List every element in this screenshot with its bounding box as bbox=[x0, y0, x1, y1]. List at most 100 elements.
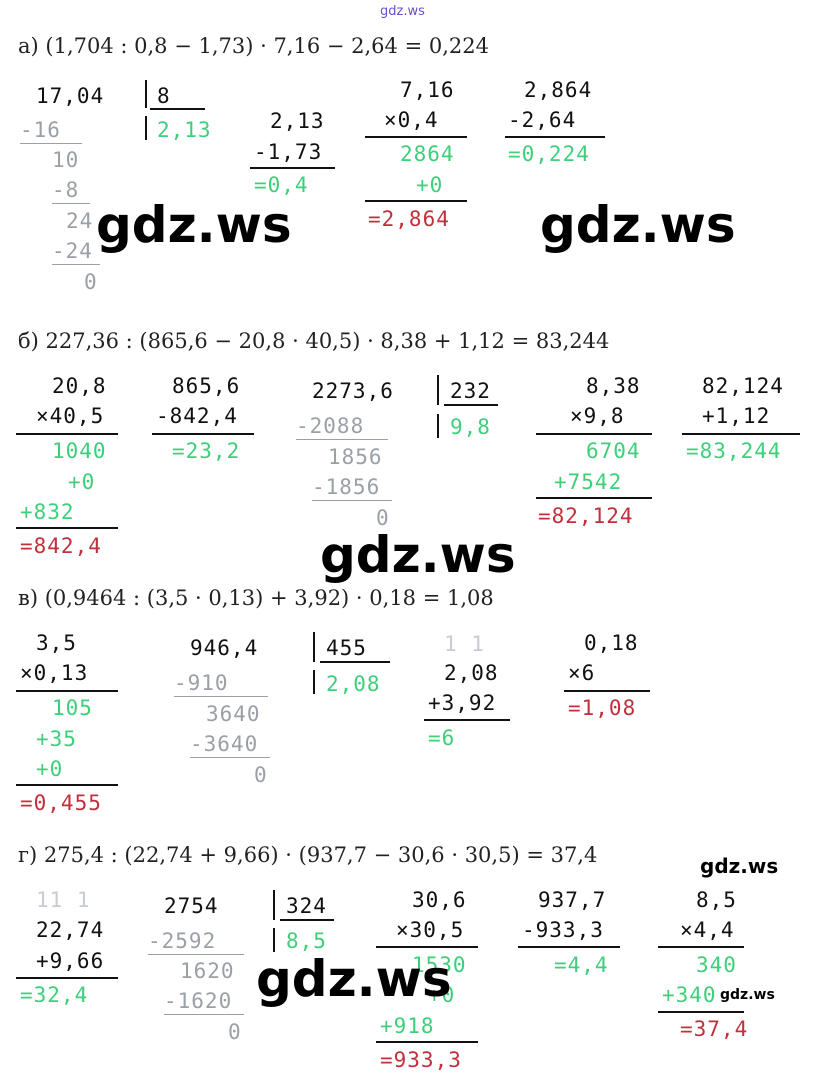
problem-b-header: б) 227,36 : (865,6 − 20,8 · 40,5) · 8,38… bbox=[18, 329, 610, 353]
b-add-top: 82,124 bbox=[702, 374, 784, 398]
a-mul-p1: 2864 bbox=[400, 142, 455, 166]
d-mul2-result: =37,4 bbox=[680, 1017, 749, 1041]
b-add-bottom: +1,12 bbox=[702, 404, 771, 428]
c-div-dividend: 946,4 bbox=[190, 636, 259, 660]
b-mul1-bottom: ×40,5 bbox=[36, 404, 105, 428]
a-mul-bottom: ×0,4 bbox=[384, 108, 439, 132]
b-mul1-result: =842,4 bbox=[20, 534, 102, 558]
a-div-dividend: 17,04 bbox=[36, 84, 105, 108]
a-div-bar bbox=[145, 80, 147, 108]
b-mul1-p2: +0 bbox=[68, 470, 96, 494]
c-mul1-line1 bbox=[16, 690, 118, 692]
b-mul1-p3: +832 bbox=[20, 500, 75, 524]
b-div-dividend: 2273,6 bbox=[312, 379, 394, 403]
c-mul2-top: 0,18 bbox=[584, 631, 639, 655]
d-div-bar bbox=[273, 890, 275, 920]
b-div-rem2: 0 bbox=[376, 506, 390, 530]
a-sub1-line bbox=[250, 167, 335, 169]
c-mul1-p1: 105 bbox=[52, 696, 93, 720]
c-add-result: =6 bbox=[428, 726, 456, 750]
d-add-bottom: +9,66 bbox=[36, 949, 105, 973]
b-div-line1 bbox=[296, 439, 388, 440]
d-div-bar2 bbox=[273, 928, 275, 952]
a-div-sub2: -8 bbox=[52, 178, 80, 202]
d-mul1-line2 bbox=[376, 1041, 478, 1043]
a-div-divisor: 8 bbox=[157, 84, 171, 108]
b-div-sub1: -2088 bbox=[296, 414, 365, 438]
a-div-rem2: 24 bbox=[66, 209, 94, 233]
c-add-line bbox=[424, 719, 510, 721]
a-div-rem3: 0 bbox=[84, 270, 98, 294]
d-mul2-line1 bbox=[658, 946, 744, 948]
b-div-quotient: 9,8 bbox=[450, 415, 491, 439]
d-add-line bbox=[16, 977, 118, 979]
d-div-rem1: 1620 bbox=[180, 959, 235, 983]
b-mul1-line2 bbox=[16, 527, 118, 529]
d-mul1-line1 bbox=[376, 946, 478, 948]
watermark: gdz.ws bbox=[700, 854, 779, 878]
d-div-line1 bbox=[148, 954, 244, 955]
c-mul1-result: =0,455 bbox=[20, 791, 102, 815]
d-sub-bottom: -933,3 bbox=[522, 918, 604, 942]
watermark: gdz.ws bbox=[320, 526, 516, 584]
c-add-bottom: +3,92 bbox=[428, 691, 497, 715]
a-div-quotient: 2,13 bbox=[157, 118, 212, 142]
b-div-divisor: 232 bbox=[450, 379, 491, 403]
b-mul2-line2 bbox=[536, 497, 652, 499]
c-mul1-bottom: ×0,13 bbox=[20, 661, 89, 685]
problem-a-header: а) (1,704 : 0,8 − 1,73) · 7,16 − 2,64 = … bbox=[18, 34, 489, 58]
a-mul-p2: +0 bbox=[416, 173, 444, 197]
c-mul1-top: 3,5 bbox=[36, 631, 77, 655]
c-div-divisor-line bbox=[320, 661, 390, 663]
a-div-bar2 bbox=[145, 116, 147, 140]
b-div-bar2 bbox=[437, 414, 439, 438]
c-add-carry: 1 1 bbox=[444, 632, 485, 656]
b-mul2-top: 8,38 bbox=[586, 374, 641, 398]
d-mul2-p1: 340 bbox=[696, 953, 737, 977]
d-sub-line bbox=[518, 946, 620, 948]
a-sub1-bottom: -1,73 bbox=[254, 140, 323, 164]
c-mul2-line bbox=[564, 690, 650, 692]
c-add-top: 2,08 bbox=[444, 661, 499, 685]
d-add-carry: 11 1 bbox=[36, 888, 91, 912]
problem-d-header: г) 275,4 : (22,74 + 9,66) · (937,7 − 30,… bbox=[18, 843, 598, 867]
a-div-line1 bbox=[20, 143, 82, 144]
c-div-divisor: 455 bbox=[326, 636, 367, 660]
watermark: gdz.ws bbox=[540, 196, 736, 254]
c-div-rem1: 3640 bbox=[206, 702, 261, 726]
d-div-sub1: -2592 bbox=[148, 929, 217, 953]
d-mul1-p1: 1530 bbox=[412, 953, 467, 977]
b-div-line2 bbox=[312, 500, 392, 501]
c-mul2-result: =1,08 bbox=[568, 696, 637, 720]
a-mul-result: =2,864 bbox=[368, 207, 450, 231]
d-mul2-line2 bbox=[658, 1011, 744, 1013]
c-div-sub2: -3640 bbox=[190, 732, 259, 756]
b-div-sub2: -1856 bbox=[312, 475, 381, 499]
b-mul1-top: 20,8 bbox=[52, 374, 107, 398]
watermark: gdz.ws bbox=[256, 950, 452, 1008]
a-sub1-top: 2,13 bbox=[270, 109, 325, 133]
b-mul1-p1: 1040 bbox=[52, 439, 107, 463]
d-mul1-bottom: ×30,5 bbox=[396, 918, 465, 942]
d-mul1-p3: +918 bbox=[380, 1014, 435, 1038]
c-div-rem2: 0 bbox=[254, 763, 268, 787]
d-sub-top: 937,7 bbox=[538, 888, 607, 912]
b-sub-line bbox=[152, 433, 254, 435]
d-mul2-top: 8,5 bbox=[696, 888, 737, 912]
d-mul2-bottom: ×4,4 bbox=[680, 918, 735, 942]
b-div-rem1: 1856 bbox=[328, 445, 383, 469]
a-div-line3 bbox=[52, 264, 100, 265]
a-div-divisor-line bbox=[150, 108, 205, 110]
a-sub2-line bbox=[505, 136, 605, 138]
b-mul2-result: =82,124 bbox=[538, 504, 634, 528]
b-add-line bbox=[682, 433, 800, 435]
d-div-quotient: 8,5 bbox=[286, 929, 327, 953]
a-sub1-result: =0,4 bbox=[254, 173, 309, 197]
b-mul2-p2: +7542 bbox=[554, 470, 623, 494]
d-div-rem2: 0 bbox=[228, 1020, 242, 1044]
b-add-result: =83,244 bbox=[686, 439, 782, 463]
watermark: gdz.ws bbox=[720, 987, 775, 1003]
d-div-divisor-line bbox=[280, 919, 334, 921]
a-mul-line1 bbox=[365, 136, 467, 138]
c-div-sub1: -910 bbox=[174, 671, 229, 695]
